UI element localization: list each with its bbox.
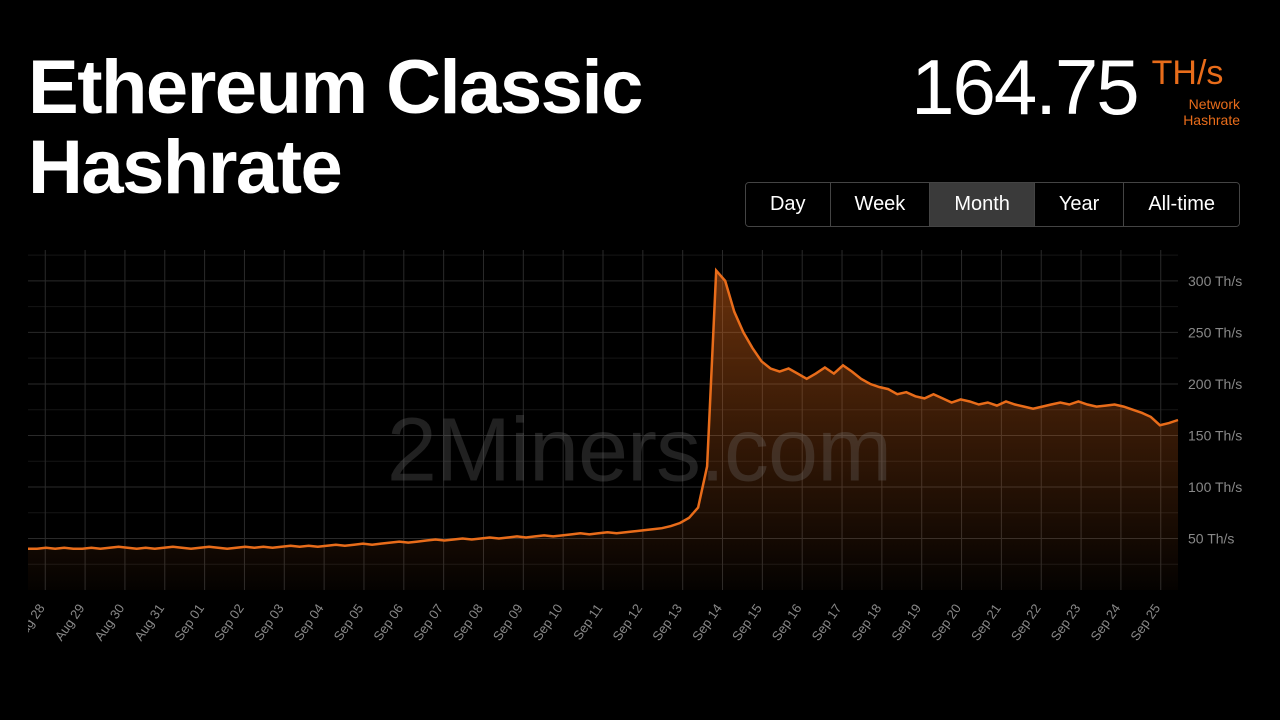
svg-text:50 Th/s: 50 Th/s xyxy=(1188,530,1234,546)
svg-text:Sep 07: Sep 07 xyxy=(410,601,446,643)
hashrate-sublabel: Network Hashrate xyxy=(1152,96,1240,128)
svg-text:Sep 01: Sep 01 xyxy=(171,601,207,643)
svg-text:Sep 15: Sep 15 xyxy=(729,601,765,643)
svg-text:Sep 22: Sep 22 xyxy=(1008,601,1044,643)
svg-text:Sep 19: Sep 19 xyxy=(888,601,924,643)
tab-day[interactable]: Day xyxy=(746,183,831,226)
svg-text:Sep 13: Sep 13 xyxy=(649,601,685,643)
svg-text:Sep 06: Sep 06 xyxy=(370,601,406,643)
svg-text:Sep 23: Sep 23 xyxy=(1048,601,1084,643)
svg-text:Sep 24: Sep 24 xyxy=(1087,601,1123,643)
svg-text:Sep 12: Sep 12 xyxy=(609,601,645,643)
svg-text:Sep 18: Sep 18 xyxy=(848,601,884,643)
tab-month[interactable]: Month xyxy=(930,183,1035,226)
svg-text:Sep 11: Sep 11 xyxy=(570,601,605,643)
svg-text:Sep 17: Sep 17 xyxy=(809,601,845,643)
svg-text:200 Th/s: 200 Th/s xyxy=(1188,376,1242,392)
svg-text:Aug 30: Aug 30 xyxy=(91,601,127,643)
time-range-tabs: DayWeekMonthYearAll-time xyxy=(745,182,1240,227)
svg-text:Sep 03: Sep 03 xyxy=(251,601,287,643)
hashrate-chart: 2Miners.com 50 Th/s100 Th/s150 Th/s200 T… xyxy=(28,242,1250,660)
tab-week[interactable]: Week xyxy=(831,183,931,226)
svg-text:250 Th/s: 250 Th/s xyxy=(1188,324,1242,340)
svg-text:Sep 25: Sep 25 xyxy=(1127,601,1163,643)
svg-text:Sep 10: Sep 10 xyxy=(530,601,566,643)
svg-text:150 Th/s: 150 Th/s xyxy=(1188,427,1242,443)
hashrate-value-block: 164.75 TH/s Network Hashrate xyxy=(911,48,1240,128)
svg-text:Aug 31: Aug 31 xyxy=(131,601,167,643)
svg-text:Sep 05: Sep 05 xyxy=(331,601,367,643)
svg-text:Sep 21: Sep 21 xyxy=(968,601,1004,643)
tab-year[interactable]: Year xyxy=(1035,183,1124,226)
svg-text:Sep 20: Sep 20 xyxy=(928,601,964,643)
hashrate-value: 164.75 xyxy=(911,48,1138,126)
svg-text:Sep 02: Sep 02 xyxy=(211,601,247,643)
svg-text:Sep 14: Sep 14 xyxy=(689,601,725,643)
svg-text:300 Th/s: 300 Th/s xyxy=(1188,273,1242,289)
tab-alltime[interactable]: All-time xyxy=(1124,183,1239,226)
svg-text:Aug 29: Aug 29 xyxy=(52,601,88,643)
svg-text:Sep 09: Sep 09 xyxy=(490,601,526,643)
hashrate-unit: TH/s xyxy=(1152,56,1224,90)
svg-text:Sep 16: Sep 16 xyxy=(769,601,805,643)
svg-text:Sep 04: Sep 04 xyxy=(291,601,327,643)
svg-text:100 Th/s: 100 Th/s xyxy=(1188,479,1242,495)
svg-text:Aug 28: Aug 28 xyxy=(28,601,48,643)
svg-text:Sep 08: Sep 08 xyxy=(450,601,486,643)
